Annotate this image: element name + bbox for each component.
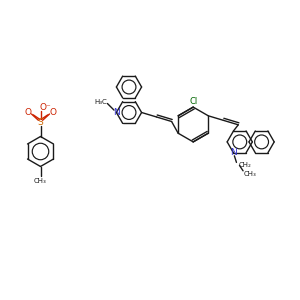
Text: S: S: [38, 118, 44, 127]
Text: CH₂: CH₂: [238, 162, 251, 168]
Text: N: N: [113, 108, 120, 117]
Text: H₃C: H₃C: [94, 99, 107, 105]
Text: Cl: Cl: [189, 97, 197, 106]
Text: O⁻: O⁻: [39, 103, 51, 112]
Text: CH₃: CH₃: [34, 178, 47, 184]
Text: O: O: [50, 108, 57, 117]
Text: O: O: [24, 108, 31, 117]
Text: CH₃: CH₃: [243, 171, 256, 177]
Text: N: N: [230, 148, 237, 157]
